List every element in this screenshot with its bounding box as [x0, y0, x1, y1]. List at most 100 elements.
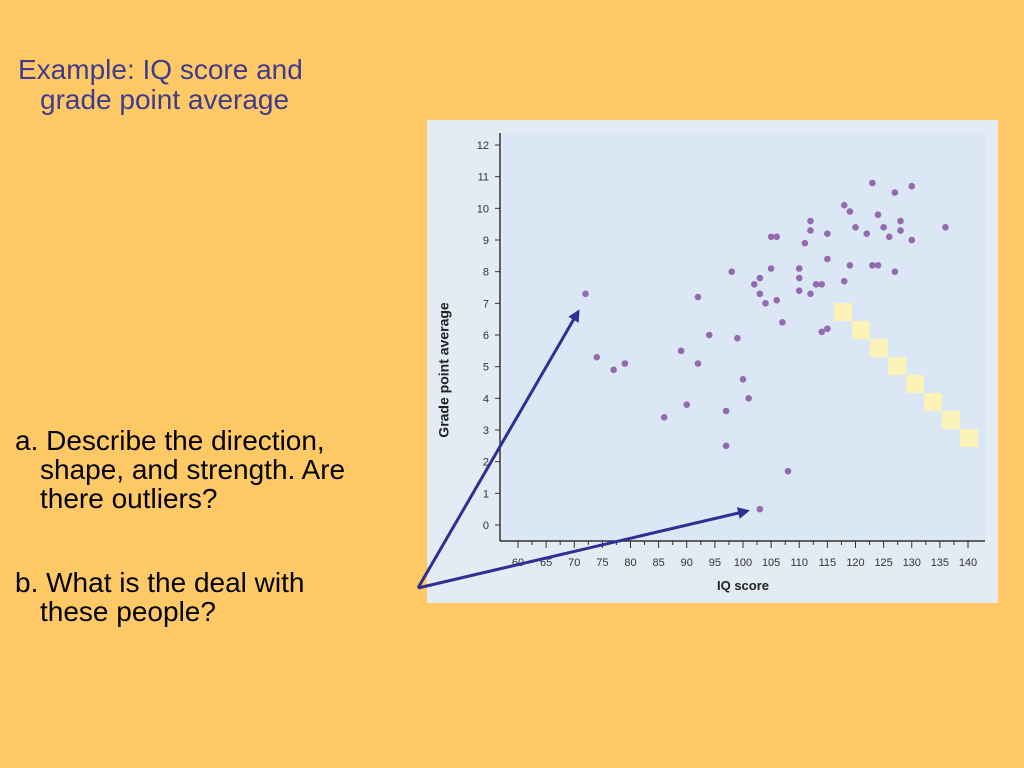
scatter-point	[705, 331, 713, 339]
scatter-point	[795, 265, 803, 272]
x-tick-label: 70	[568, 557, 580, 569]
scatter-point	[722, 407, 730, 415]
scatter-point	[734, 334, 741, 342]
x-tick-label: 105	[762, 557, 780, 569]
scatter-point	[891, 268, 899, 275]
highlight-square	[960, 429, 978, 447]
scatter-point	[874, 262, 882, 269]
y-tick-label: 5	[483, 362, 489, 374]
scatter-point	[869, 262, 876, 269]
y-tick-label: 3	[483, 425, 489, 437]
y-tick-label: 4	[483, 393, 489, 405]
scatter-point	[739, 376, 747, 383]
scatter-point	[745, 395, 752, 402]
question-b-line: b. What is the deal with	[15, 567, 305, 598]
scatter-point	[621, 360, 629, 367]
question-a-line: a. Describe the direction,	[15, 425, 325, 456]
x-tick-label: 60	[512, 557, 524, 569]
y-axis-label: Grade point average	[436, 302, 452, 438]
scatter-point	[728, 268, 736, 275]
scatter-point	[846, 262, 854, 269]
x-tick-label: 80	[624, 557, 636, 569]
x-tick-label: 65	[540, 557, 552, 569]
scatter-point	[756, 274, 764, 282]
x-tick-label: 95	[709, 557, 721, 569]
scatter-point	[824, 255, 831, 263]
highlight-square	[906, 375, 924, 393]
x-tick-label: 130	[903, 557, 921, 569]
scatter-point	[593, 353, 601, 361]
scatter-point	[795, 287, 803, 294]
question-a-line: shape, and strength. Are	[40, 454, 346, 485]
x-tick-label: 75	[596, 557, 608, 569]
question-b: b. What is the deal with these people?	[15, 568, 304, 626]
y-tick-label: 7	[483, 298, 489, 310]
y-tick-label: 2	[483, 457, 489, 469]
scatter-point	[683, 401, 691, 408]
scatter-point	[891, 189, 899, 196]
y-tick-label: 6	[483, 330, 489, 342]
scatter-point	[779, 319, 786, 326]
highlight-square	[888, 357, 906, 375]
question-a-line: there outliers?	[40, 483, 218, 514]
highlight-square	[834, 303, 852, 321]
scatter-point	[840, 277, 848, 285]
scatter-point	[773, 233, 781, 241]
scatter-point	[694, 293, 702, 301]
highlight-square	[924, 393, 942, 411]
x-tick-label: 110	[790, 557, 808, 569]
scatter-point	[885, 233, 893, 241]
x-tick-label: 120	[846, 557, 864, 569]
y-tick-label: 0	[483, 520, 489, 532]
x-tick-label: 90	[681, 557, 693, 569]
scatter-point	[795, 274, 803, 282]
highlight-square	[942, 411, 960, 429]
slide-title: Example: IQ score and grade point averag…	[18, 55, 303, 115]
scatter-point	[722, 442, 730, 450]
scatter-points	[582, 179, 949, 513]
scatter-point	[818, 281, 826, 288]
scatter-point	[784, 467, 792, 475]
x-tick-label: 115	[819, 557, 837, 569]
scatter-point	[807, 290, 814, 298]
question-a: a. Describe the direction, shape, and st…	[15, 426, 345, 513]
scatter-point	[874, 211, 882, 218]
x-tick-label: 135	[931, 557, 949, 569]
scatter-point	[863, 230, 871, 237]
scatter-point	[897, 217, 904, 225]
scatter-point	[801, 239, 809, 247]
scatter-point	[852, 224, 859, 231]
scatter-point	[756, 505, 764, 513]
scatter-point	[942, 224, 949, 231]
scatter-point	[880, 224, 887, 231]
scatter-point	[773, 296, 781, 304]
y-tick-label: 9	[483, 235, 489, 247]
scatter-point	[846, 208, 854, 215]
y-tick-label: 12	[477, 140, 489, 152]
highlight-artifacts	[834, 303, 978, 447]
y-tick-label: 10	[477, 203, 489, 215]
scatter-point	[824, 230, 831, 237]
title-line: grade point average	[40, 84, 290, 115]
scatter-point	[582, 290, 589, 298]
highlight-square	[870, 339, 888, 357]
scatter-point	[908, 236, 916, 244]
scatter-point	[677, 347, 685, 355]
scatter-point	[767, 233, 775, 241]
x-tick-label: 140	[959, 557, 977, 569]
scatter-point	[767, 265, 775, 272]
scatter-point	[897, 227, 904, 234]
title-line: Example: IQ score and	[18, 54, 303, 85]
scatter-point	[694, 360, 702, 367]
scatter-point	[762, 300, 769, 307]
scatter-point	[908, 182, 916, 190]
scatter-point	[824, 325, 831, 332]
scatter-point	[610, 366, 617, 374]
scatter-point	[807, 217, 814, 225]
scatter-point	[756, 290, 764, 298]
y-tick-label: 8	[483, 267, 489, 279]
highlight-square	[852, 321, 870, 339]
scatter-point	[812, 281, 820, 288]
scatter-point	[818, 328, 826, 336]
